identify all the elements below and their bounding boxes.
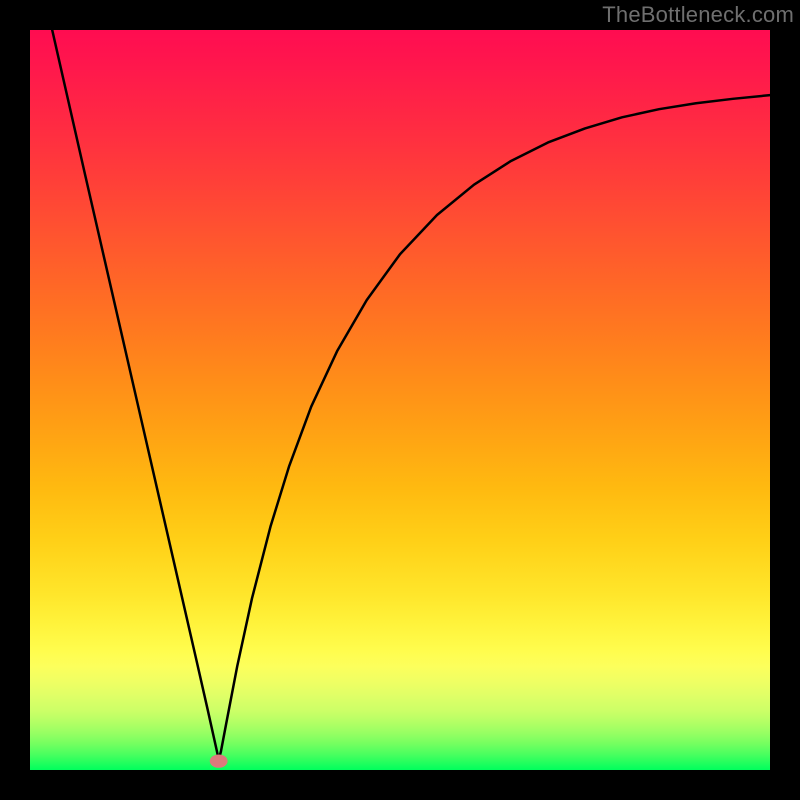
watermark-label: TheBottleneck.com: [602, 2, 794, 28]
bottleneck-chart: [0, 0, 800, 800]
plot-background: [30, 30, 770, 770]
chart-container: TheBottleneck.com: [0, 0, 800, 800]
optimal-point-marker: [210, 754, 228, 767]
